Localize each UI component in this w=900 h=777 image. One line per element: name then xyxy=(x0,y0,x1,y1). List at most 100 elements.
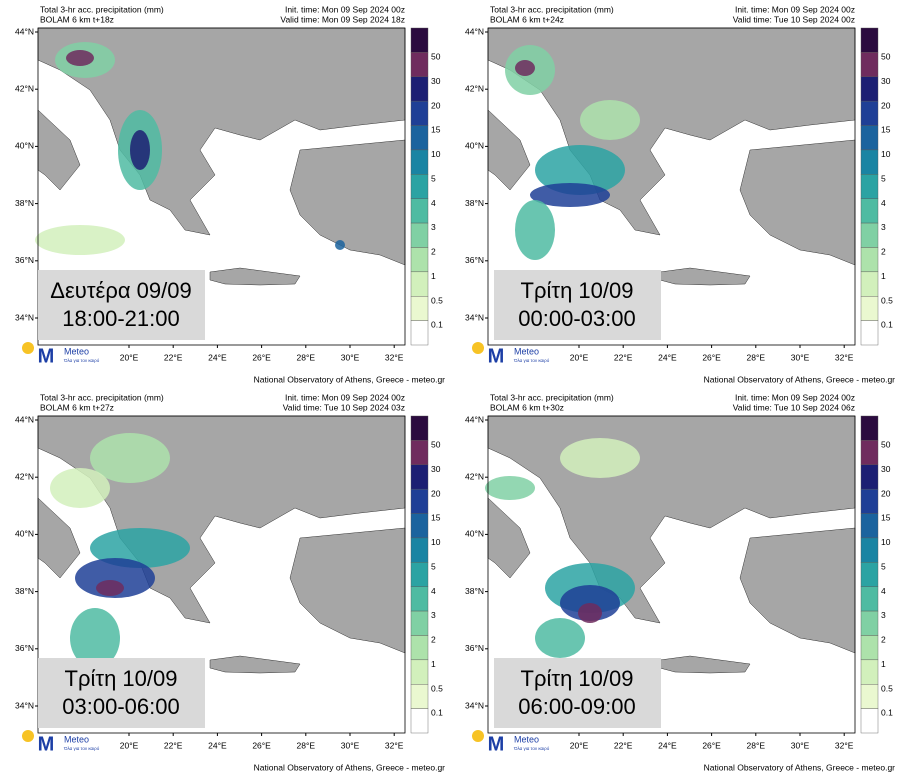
valid-time: Valid time: Tue 10 Sep 2024 00z xyxy=(733,14,855,24)
colorbar-label: 1 xyxy=(881,271,886,281)
lat-label: 44°N xyxy=(15,26,34,36)
land xyxy=(209,655,301,674)
colorbar-segment xyxy=(410,440,429,465)
map-panel: Total 3-hr acc. precipitation (mm)BOLAM … xyxy=(465,392,895,772)
colorbar-segment xyxy=(410,513,429,539)
time-box xyxy=(494,270,661,340)
colorbar-segment xyxy=(860,76,879,102)
colorbar-label: 1 xyxy=(881,659,886,669)
colorbar-label: 50 xyxy=(431,440,441,450)
colorbar-segment xyxy=(410,635,429,661)
lon-label: 30°E xyxy=(341,352,360,362)
colorbar-label: 50 xyxy=(881,52,891,62)
colorbar-label: 0.1 xyxy=(881,708,893,718)
colorbar-segment xyxy=(860,586,879,612)
colorbar-segment xyxy=(410,488,429,514)
colorbar-label: 15 xyxy=(431,125,441,135)
map-panel: Total 3-hr acc. precipitation (mm)BOLAM … xyxy=(15,392,445,772)
colorbar-segment xyxy=(860,296,879,321)
colorbar-segment xyxy=(860,149,879,175)
lat-label: 38°N xyxy=(15,586,34,596)
colorbar-segment xyxy=(860,52,879,77)
lon-label: 22°E xyxy=(164,740,183,750)
colorbar-segment xyxy=(410,586,429,612)
colorbar-label: 30 xyxy=(431,464,441,474)
precip-area xyxy=(90,433,170,483)
panel-title: Total 3-hr acc. precipitation (mm) xyxy=(490,392,614,402)
lat-label: 42°N xyxy=(465,471,484,481)
colorbar-segment xyxy=(410,27,429,53)
colorbar-segment xyxy=(860,247,879,273)
land xyxy=(209,267,301,286)
panel-title: Total 3-hr acc. precipitation (mm) xyxy=(490,4,614,14)
colorbar-label: 3 xyxy=(881,222,886,232)
colorbar-label: 5 xyxy=(431,173,436,183)
colorbar-segment xyxy=(410,271,429,297)
logo-m: M xyxy=(488,345,505,367)
precip-area xyxy=(35,225,125,255)
lon-label: 24°E xyxy=(208,352,227,362)
time-box xyxy=(38,658,205,728)
land xyxy=(37,27,406,236)
colorbar-label: 15 xyxy=(881,125,891,135)
lon-label: 30°E xyxy=(791,352,810,362)
colorbar-segment xyxy=(410,198,429,224)
map-panel: Total 3-hr acc. precipitation (mm)BOLAM … xyxy=(465,4,895,384)
precip-area xyxy=(580,100,640,140)
land xyxy=(659,267,751,286)
colorbar-segment xyxy=(860,537,879,563)
map-frame xyxy=(37,415,406,734)
colorbar-segment xyxy=(410,415,429,441)
colorbar-label: 0.5 xyxy=(431,295,443,305)
colorbar-label: 5 xyxy=(881,561,886,571)
precip-area xyxy=(50,468,110,508)
logo-sun xyxy=(22,342,34,354)
lon-label: 22°E xyxy=(614,352,633,362)
lon-label: 20°E xyxy=(120,740,139,750)
precip-area xyxy=(560,438,640,478)
colorbar-label: 10 xyxy=(431,149,441,159)
precip-area xyxy=(515,60,535,76)
colorbar-label: 10 xyxy=(881,149,891,159)
map-frame xyxy=(37,27,406,346)
lat-label: 34°N xyxy=(465,700,484,710)
lat-label: 44°N xyxy=(465,26,484,36)
colorbar-label: 50 xyxy=(431,52,441,62)
model-run: BOLAM 6 km t+24z xyxy=(490,14,564,24)
time-box xyxy=(38,270,205,340)
colorbar-label: 30 xyxy=(431,76,441,86)
colorbar-segment xyxy=(860,513,879,539)
colorbar-label: 50 xyxy=(881,440,891,450)
lat-label: 42°N xyxy=(15,83,34,93)
colorbar-label: 10 xyxy=(881,537,891,547)
logo-name: Meteo xyxy=(514,346,539,356)
colorbar-label: 2 xyxy=(881,635,886,645)
precip-area xyxy=(485,476,535,500)
colorbar-segment xyxy=(410,222,429,248)
logo-sun xyxy=(472,730,484,742)
day-label: Τρίτη 10/09 xyxy=(521,278,634,303)
day-label: Τρίτη 10/09 xyxy=(65,666,178,691)
model-run: BOLAM 6 km t+27z xyxy=(40,402,114,412)
valid-time: Valid time: Mon 09 Sep 2024 18z xyxy=(280,14,405,24)
lat-label: 42°N xyxy=(465,83,484,93)
valid-time: Valid time: Tue 10 Sep 2024 03z xyxy=(283,402,405,412)
logo-sun xyxy=(472,342,484,354)
lon-label: 30°E xyxy=(791,740,810,750)
colorbar-label: 5 xyxy=(881,173,886,183)
colorbar-segment xyxy=(860,708,879,734)
lat-label: 36°N xyxy=(15,255,34,265)
colorbar-segment xyxy=(860,610,879,636)
colorbar-segment xyxy=(860,440,879,465)
lon-label: 20°E xyxy=(120,352,139,362)
logo-name: Meteo xyxy=(514,734,539,744)
day-label: Δευτέρα 09/09 xyxy=(50,278,191,303)
lon-label: 26°E xyxy=(702,352,721,362)
lat-label: 38°N xyxy=(15,198,34,208)
init-time: Init. time: Mon 09 Sep 2024 00z xyxy=(735,392,855,402)
colorbar-label: 0.5 xyxy=(881,683,893,693)
valid-time: Valid time: Tue 10 Sep 2024 06z xyxy=(733,402,855,412)
panel-title: Total 3-hr acc. precipitation (mm) xyxy=(40,4,164,14)
colorbar-segment xyxy=(410,125,429,151)
lon-label: 22°E xyxy=(614,740,633,750)
